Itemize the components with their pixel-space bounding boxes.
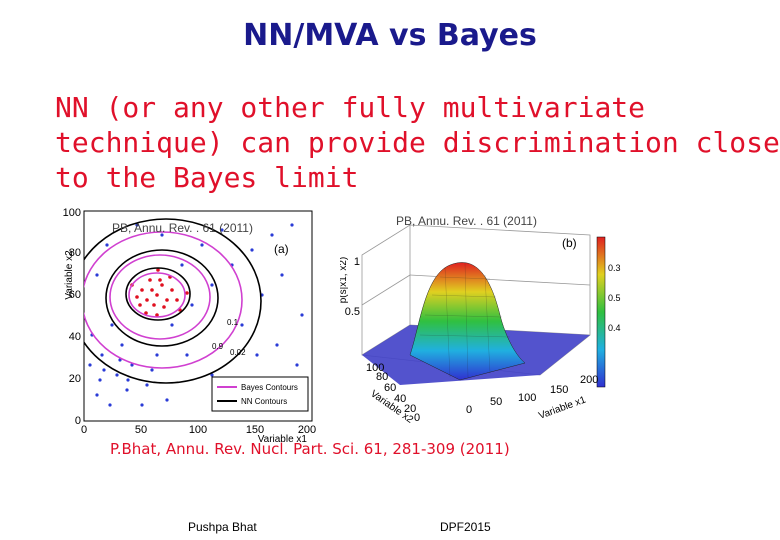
figure-b-surface-plot: PB, Annu. Rev. . 61 (2011) (b) 0.3 0.4 0… [340, 214, 621, 426]
figure-b-citation: PB, Annu. Rev. . 61 (2011) [396, 214, 537, 228]
y-tick: 100 [63, 207, 81, 219]
y-tick: 40 [394, 393, 406, 405]
colorbar-tick: 0.5 [608, 293, 621, 303]
y-tick: 80 [376, 371, 388, 383]
slide-title: NN/MVA vs Bayes [243, 18, 537, 53]
x-tick: 150 [246, 424, 264, 436]
body-line: technique) can provide discrimination cl… [55, 126, 780, 159]
x-tick: 100 [518, 392, 536, 404]
x-tick: 150 [550, 384, 568, 396]
y-tick: 80 [69, 247, 81, 259]
z-tick: 1 [354, 256, 360, 268]
panel-label-b: (b) [562, 236, 577, 250]
x-tick: 50 [135, 424, 147, 436]
colorbar [596, 236, 606, 388]
contour-label: 0.1 [227, 318, 239, 327]
z-tick: 0.5 [345, 306, 360, 318]
figure-a-citation: PB, Annu. Rev. . 61 (2011) [112, 221, 253, 235]
y-tick: 60 [69, 289, 81, 301]
x-tick: 0 [81, 424, 87, 436]
footer-author: Pushpa Bhat [188, 520, 257, 534]
panel-label-a: (a) [274, 242, 289, 256]
nn-contour [84, 218, 262, 384]
body-line: NN (or any other fully multivariate [55, 91, 646, 124]
bayes-contour [128, 272, 186, 318]
contour-label: 0.02 [230, 348, 246, 357]
x-axis-label: Variable x1 [537, 394, 587, 421]
surface-bump [409, 262, 526, 381]
body-line: to the Bayes limit [55, 161, 359, 194]
colorbar-tick: 0.3 [608, 263, 621, 273]
nn-contour [105, 249, 219, 347]
y-tick: 100 [366, 362, 384, 374]
legend-box [211, 376, 309, 412]
slide-body-text: NN (or any other fully multivariate tech… [55, 90, 780, 195]
y-tick: 20 [69, 373, 81, 385]
x-tick: 200 [298, 424, 316, 436]
legend-bayes: Bayes Contours [241, 383, 298, 392]
footer-event: DPF2015 [440, 520, 491, 534]
y-tick: 20 [404, 403, 416, 415]
legend-nn: NN Contours [241, 397, 287, 406]
figure-caption: P.Bhat, Annu. Rev. Nucl. Part. Sci. 61, … [110, 440, 510, 458]
x-axis-label: Variable x1 [258, 434, 308, 443]
bayes-contour [109, 254, 211, 340]
x-tick: 200 [580, 374, 598, 386]
figure-a-contour-plot: 0.9 0.1 0.02 (a) PB, Annu. Rev. . 61 (20… [63, 207, 317, 443]
x-tick: 100 [189, 424, 207, 436]
z-axis-label: p(s|x1, x2) [340, 257, 349, 304]
y-tick: 60 [384, 382, 396, 394]
y-tick: 0 [414, 412, 420, 424]
y-axis-label: Variable x2 [64, 250, 75, 300]
contour-label: 0.9 [212, 342, 224, 351]
bayes-contour [84, 231, 243, 369]
x-tick: 50 [490, 396, 502, 408]
colorbar-tick: 0.4 [608, 323, 621, 333]
y-tick: 0 [75, 415, 81, 427]
x-tick: 0 [466, 404, 472, 416]
nn-contour [125, 267, 191, 321]
y-tick: 40 [69, 331, 81, 343]
